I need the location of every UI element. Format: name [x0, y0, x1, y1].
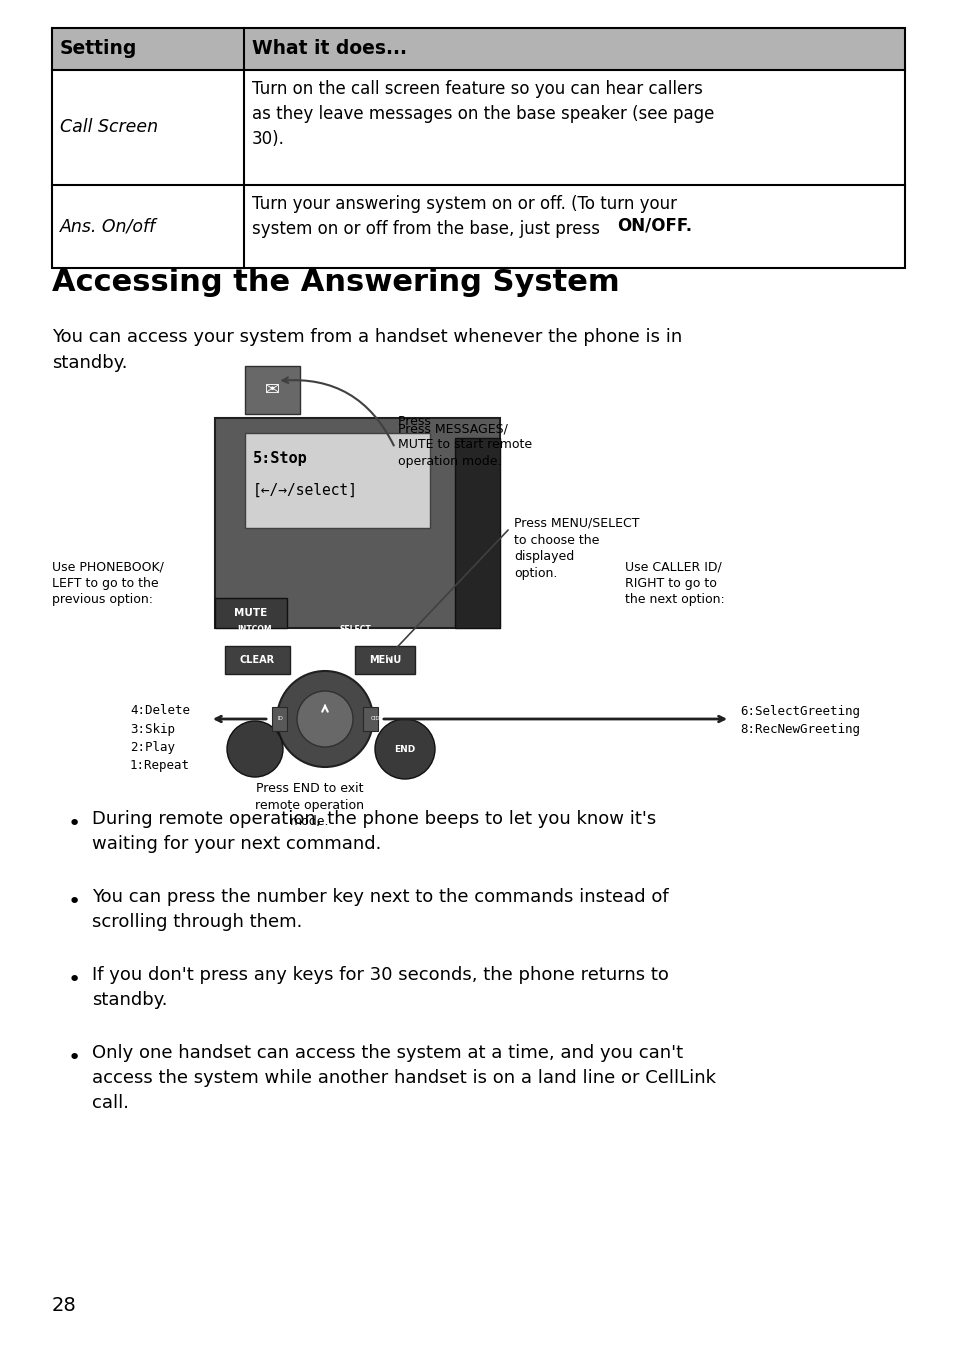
Text: 28: 28	[52, 1297, 76, 1315]
Text: 2:Play: 2:Play	[130, 741, 174, 753]
Text: CLEAR: CLEAR	[240, 655, 274, 664]
Text: What it does...: What it does...	[252, 39, 407, 58]
Text: ON/OFF.: ON/OFF.	[617, 217, 691, 235]
Text: Press ​MENU/SELECT
to choose the
displayed
option.: Press ​MENU/SELECT to choose the display…	[514, 516, 639, 580]
Text: Ans. On/off: Ans. On/off	[60, 218, 156, 235]
Text: If you don't press any keys for 30 seconds, the phone returns to
standby.: If you don't press any keys for 30 secon…	[91, 966, 668, 1009]
Text: END: END	[394, 745, 416, 753]
Text: Setting: Setting	[60, 39, 137, 58]
Bar	[52, 70, 904, 186]
Text: Press ​MESSAGES/
​MUTE to start remote
operation mode.: Press ​MESSAGES/ ​MUTE to start remote o…	[397, 422, 532, 468]
Bar	[272, 707, 287, 730]
Bar	[363, 707, 377, 730]
Text: Use ​CALLER ID/
​RIGHT to go to
the next option:: Use ​CALLER ID/ ​RIGHT to go to the next…	[624, 560, 724, 607]
Bar	[355, 646, 415, 674]
Text: MUTE: MUTE	[234, 608, 268, 617]
Text: •: •	[68, 892, 81, 912]
Text: ✉: ✉	[265, 381, 280, 399]
Text: Only one handset can access the system at a time, and you can't
access the syste: Only one handset can access the system a…	[91, 1044, 716, 1112]
Text: 1:Repeat: 1:Repeat	[130, 759, 190, 772]
Circle shape	[227, 721, 283, 777]
Bar	[245, 433, 430, 529]
Circle shape	[375, 720, 435, 779]
Bar	[214, 418, 499, 628]
Bar	[214, 599, 287, 628]
Text: •: •	[68, 814, 81, 834]
Text: During remote operation, the phone beeps to let you know it's
waiting for your n: During remote operation, the phone beeps…	[91, 810, 656, 853]
Text: 6:SelectGreeting: 6:SelectGreeting	[740, 705, 859, 717]
Text: •: •	[68, 970, 81, 990]
Text: Call Screen: Call Screen	[60, 118, 158, 136]
Text: Use ​PHONEBOOK/
​LEFT to go to the
previous option:: Use ​PHONEBOOK/ ​LEFT to go to the previ…	[52, 560, 164, 607]
Bar	[245, 366, 299, 414]
Bar	[225, 646, 290, 674]
Text: 3:Skip: 3:Skip	[130, 722, 174, 736]
Circle shape	[296, 691, 353, 746]
Text: CID: CID	[371, 717, 380, 721]
Text: •: •	[68, 1048, 81, 1068]
Text: Turn on the call screen feature so you can hear callers
as they leave messages o: Turn on the call screen feature so you c…	[252, 79, 714, 148]
Text: Turn your answering system on or off. (To turn your
system on or off from the ba: Turn your answering system on or off. (T…	[252, 195, 677, 238]
Text: 5:Stop: 5:Stop	[253, 451, 308, 465]
Text: INTCOM: INTCOM	[237, 625, 272, 635]
Text: You can access your system from a handset whenever the phone is in
standby.: You can access your system from a handse…	[52, 328, 681, 373]
Text: Press: Press	[397, 416, 435, 428]
Text: Press ​END to exit
remote operation
mode.: Press ​END to exit remote operation mode…	[255, 781, 364, 829]
Text: 8:RecNewGreeting: 8:RecNewGreeting	[740, 722, 859, 736]
Text: You can press the number key next to the commands instead of
scrolling through t: You can press the number key next to the…	[91, 888, 668, 931]
Text: 4:Delete: 4:Delete	[130, 705, 190, 717]
Text: ID: ID	[276, 717, 283, 721]
Bar	[52, 28, 904, 70]
Text: [←/→/select]: [←/→/select]	[253, 483, 357, 498]
Text: MENU: MENU	[369, 655, 400, 664]
Text: SELECT: SELECT	[338, 625, 371, 635]
Circle shape	[276, 671, 373, 767]
Bar	[52, 28, 904, 268]
Bar	[52, 186, 904, 268]
Bar	[455, 438, 499, 628]
Text: Accessing the Answering System: Accessing the Answering System	[52, 268, 619, 297]
